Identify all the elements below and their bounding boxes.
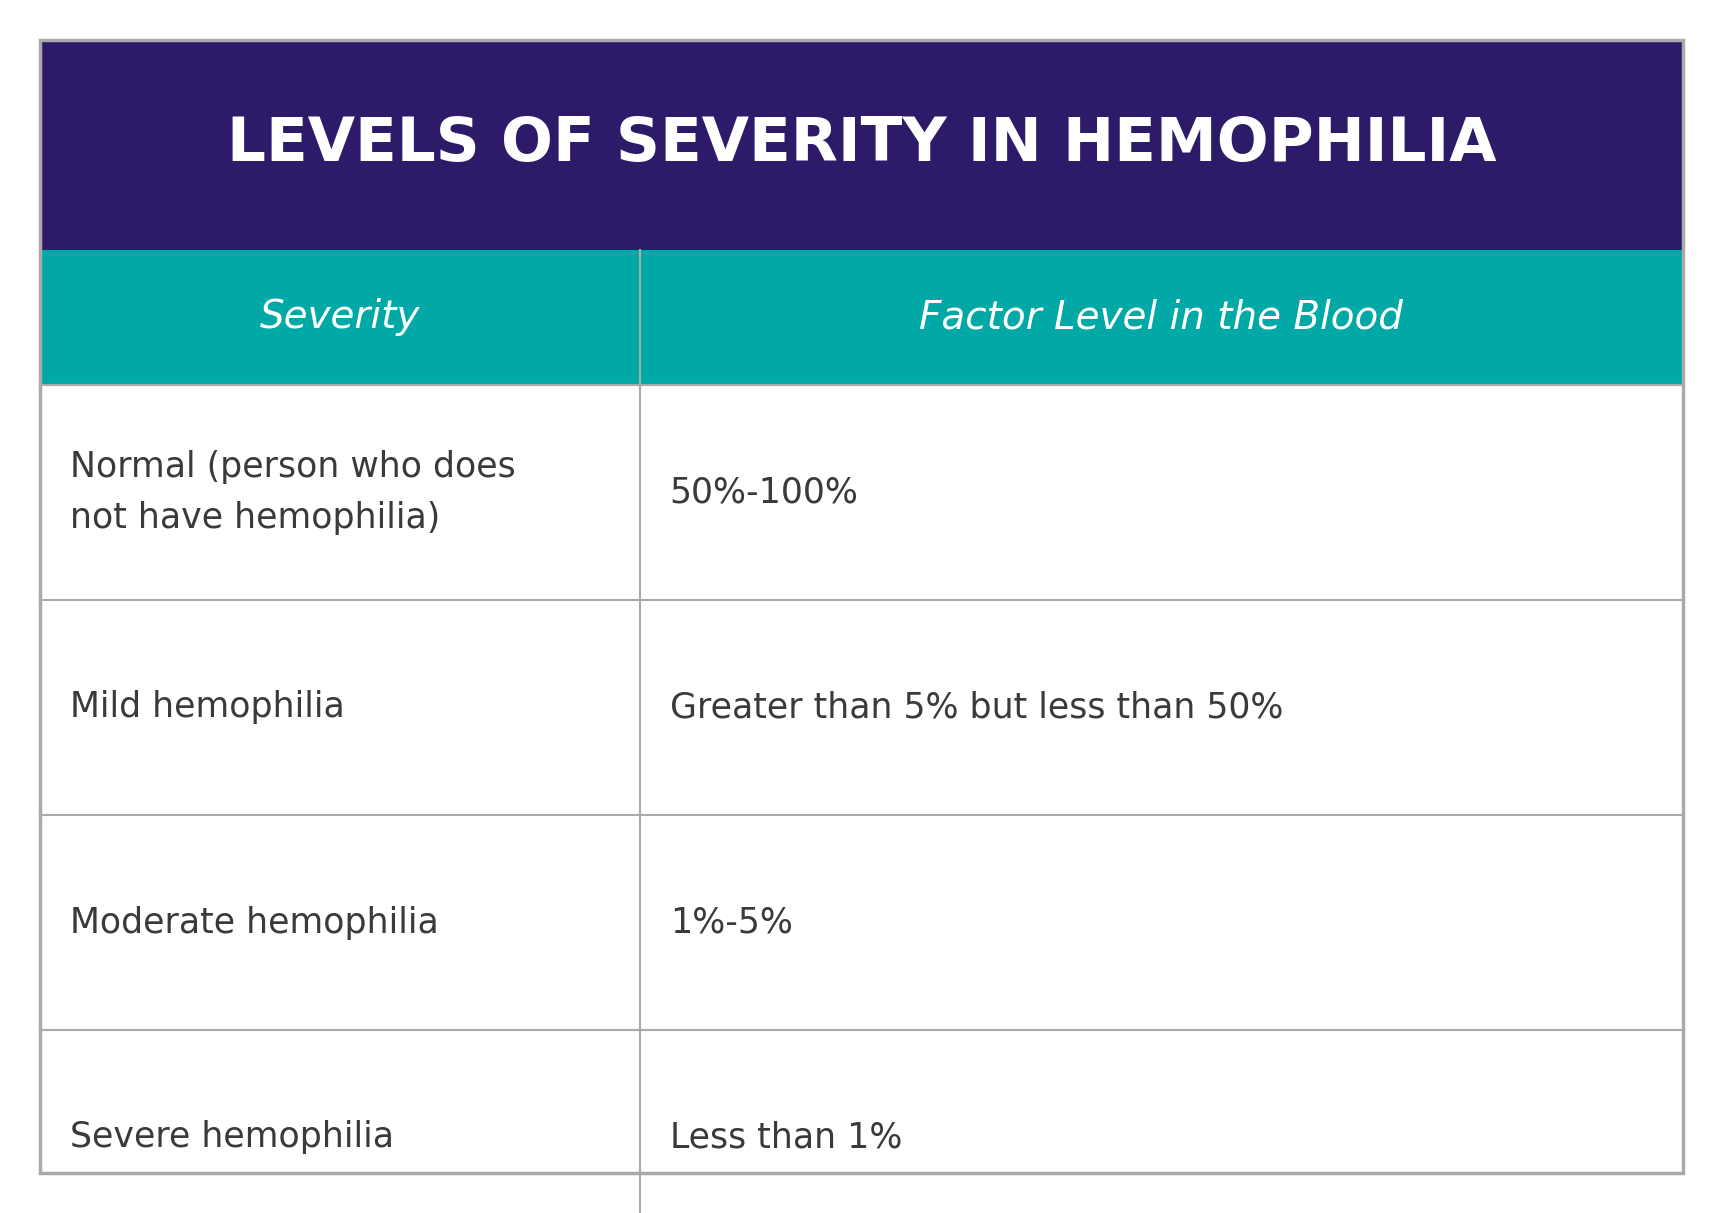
- Text: Moderate hemophilia: Moderate hemophilia: [71, 905, 439, 940]
- Bar: [40, 385, 1683, 600]
- Text: Severe hemophilia: Severe hemophilia: [71, 1121, 395, 1155]
- Text: Less than 1%: Less than 1%: [670, 1121, 903, 1155]
- Text: 1%-5%: 1%-5%: [670, 905, 793, 940]
- Text: Mild hemophilia: Mild hemophilia: [71, 690, 345, 724]
- Bar: [40, 600, 1683, 815]
- Text: Greater than 5% but less than 50%: Greater than 5% but less than 50%: [670, 690, 1284, 724]
- Text: Normal (person who does
not have hemophilia): Normal (person who does not have hemophi…: [71, 450, 515, 535]
- Bar: [40, 250, 1683, 385]
- Bar: [40, 1030, 1683, 1213]
- Text: LEVELS OF SEVERITY IN HEMOPHILIA: LEVELS OF SEVERITY IN HEMOPHILIA: [227, 115, 1496, 175]
- Text: Factor Level in the Blood: Factor Level in the Blood: [920, 298, 1403, 336]
- Bar: [40, 40, 1683, 250]
- Bar: [40, 815, 1683, 1030]
- Text: Severity: Severity: [260, 298, 420, 336]
- Text: 50%-100%: 50%-100%: [670, 475, 858, 509]
